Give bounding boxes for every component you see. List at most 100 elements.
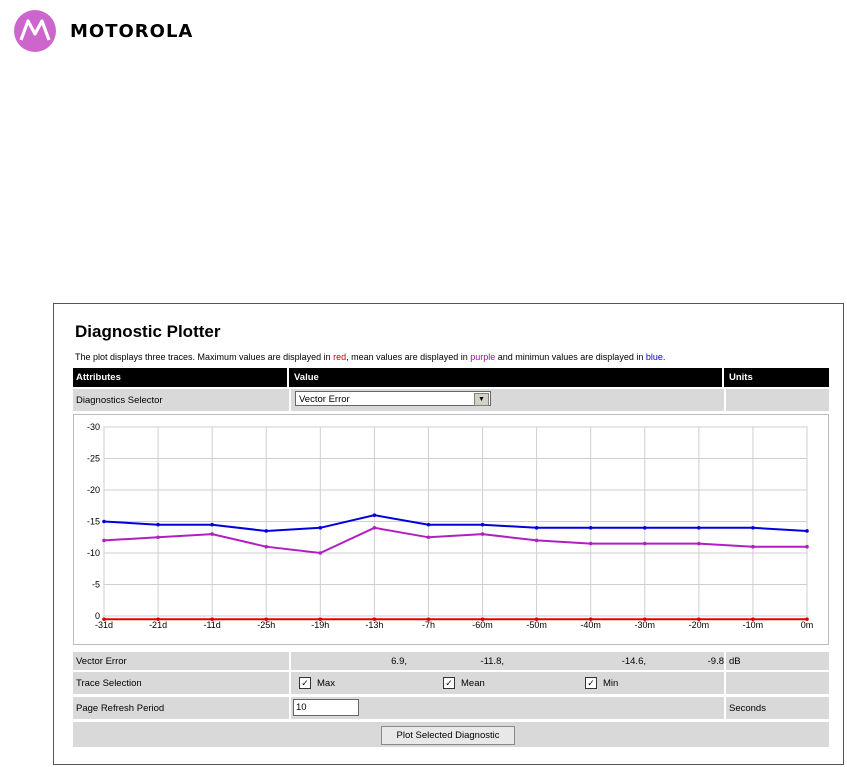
- plot-selected-diagnostic-button[interactable]: Plot Selected Diagnostic: [381, 726, 515, 745]
- diagnostic-plotter-panel: Diagnostic Plotter The plot displays thr…: [53, 303, 844, 765]
- series-point-mean: [642, 541, 647, 546]
- max-color-word: red: [333, 352, 347, 362]
- max-checkbox[interactable]: ✓: [299, 677, 311, 689]
- series-point-mean: [426, 535, 431, 540]
- min-color-word: blue: [645, 352, 663, 362]
- series-point-max: [426, 617, 431, 621]
- series-point-min: [588, 526, 593, 530]
- y-tick-label: -25: [87, 454, 100, 464]
- series-point-mean: [751, 544, 755, 549]
- trace-mean-option[interactable]: ✓ Mean: [443, 677, 485, 689]
- series-point-max: [534, 617, 539, 621]
- series-point-min: [534, 526, 539, 530]
- mean-checkbox[interactable]: ✓: [443, 677, 455, 689]
- series-point-max: [102, 617, 106, 621]
- series-point-mean: [805, 544, 809, 549]
- y-tick-label: -5: [92, 580, 100, 590]
- series-point-mean: [534, 538, 539, 543]
- y-tick-label: -30: [87, 422, 100, 432]
- series-point-mean: [480, 532, 485, 536]
- series-point-max: [805, 617, 809, 621]
- page-title: Diagnostic Plotter: [75, 322, 221, 341]
- motorola-batwing-icon: [14, 10, 56, 52]
- y-tick-label: -15: [87, 517, 100, 527]
- series-point-min: [426, 522, 431, 527]
- refresh-label: Page Refresh Period: [73, 697, 289, 719]
- button-row: Plot Selected Diagnostic: [73, 722, 829, 747]
- x-tick-label: -31d: [95, 620, 113, 630]
- readout-label: Vector Error: [73, 652, 289, 670]
- refresh-period-input[interactable]: 10: [293, 699, 359, 716]
- series-point-max: [642, 617, 647, 621]
- readout-current: 6.9,: [391, 655, 407, 667]
- readout-max: -11.8,: [480, 655, 504, 667]
- series-point-mean: [372, 526, 377, 530]
- series-point-mean: [264, 544, 269, 549]
- series-point-mean: [588, 541, 593, 546]
- refresh-units: Seconds: [726, 697, 829, 719]
- readout-row: Vector Error 6.9, -11.8, -14.6, -9.8 dB: [73, 652, 829, 670]
- readout-mean: -14.6,: [621, 655, 646, 667]
- motorola-logo: MOTOROLA: [14, 10, 193, 52]
- diagnostic-plot: -30 -25 -20 -15 -10 -5 0 -31d -21d -11d -25h -19h -1…: [73, 414, 829, 645]
- x-tick-label: -10m: [743, 620, 764, 630]
- series-point-min: [156, 522, 160, 527]
- series-point-max: [751, 617, 755, 621]
- header-units: Units: [729, 372, 753, 383]
- x-tick-label: -25h: [257, 620, 275, 630]
- brand-name: MOTOROLA: [70, 20, 194, 42]
- x-tick-label: -50m: [526, 620, 547, 630]
- series-point-max: [156, 617, 160, 621]
- series-point-min: [805, 529, 809, 533]
- x-tick-label: -20m: [689, 620, 710, 630]
- series-point-max: [480, 617, 485, 621]
- x-tick-label: -19h: [311, 620, 329, 630]
- diagnostics-selector-dropdown[interactable]: Vector Error ▼: [295, 391, 491, 406]
- series-point-max: [372, 617, 377, 621]
- series-point-max: [697, 617, 701, 621]
- trace-selection-label: Trace Selection: [73, 672, 289, 694]
- y-tick-label: -10: [87, 548, 100, 558]
- readout-min: -9.8: [707, 655, 724, 667]
- series-line-mean: [103, 526, 807, 555]
- dropdown-arrow-icon[interactable]: ▼: [474, 393, 489, 406]
- series-line-min: [103, 514, 808, 533]
- x-tick-label: 0m: [801, 620, 814, 630]
- series-point-min: [751, 526, 755, 530]
- header-attributes: Attributes: [73, 368, 289, 387]
- table-header: Attributes Value Units: [73, 368, 829, 387]
- series-point-mean: [697, 541, 701, 546]
- diagnostics-selector-value: Vector Error: [299, 394, 350, 405]
- series-point-min: [318, 526, 323, 530]
- page-description: The plot displays three traces. Maximum …: [75, 352, 666, 362]
- series-point-max: [264, 617, 269, 621]
- min-checkbox[interactable]: ✓: [585, 677, 597, 689]
- series-point-min: [372, 513, 377, 517]
- series-point-min: [102, 519, 106, 524]
- trace-selection-row: Trace Selection ✓ Max ✓ Mean ✓ Min: [73, 672, 829, 694]
- diagnostics-selector-row: Diagnostics Selector Vector Error ▼: [73, 389, 829, 411]
- x-tick-label: -11d: [203, 620, 220, 630]
- series-point-max: [210, 617, 214, 621]
- series-point-min: [480, 522, 485, 527]
- trace-max-option[interactable]: ✓ Max: [299, 677, 335, 689]
- series-point-mean: [156, 535, 160, 540]
- series-point-min: [264, 529, 269, 533]
- x-tick-label: -21d: [149, 620, 167, 630]
- header-value: Value: [291, 368, 724, 387]
- x-tick-label: -13h: [365, 620, 383, 630]
- series-point-max: [318, 617, 323, 621]
- series-point-max: [588, 617, 593, 621]
- refresh-row: Page Refresh Period 10 Seconds: [73, 697, 829, 719]
- diagnostics-selector-label: Diagnostics Selector: [73, 389, 289, 411]
- trace-min-option[interactable]: ✓ Min: [585, 677, 618, 689]
- x-tick-label: -40m: [580, 620, 601, 630]
- series-point-min: [642, 526, 647, 530]
- readout-units: dB: [726, 652, 829, 670]
- mean-color-word: purple: [470, 352, 496, 362]
- series-point-mean: [318, 551, 323, 555]
- y-tick-label: -20: [87, 485, 100, 495]
- series-point-min: [697, 526, 701, 530]
- series-point-mean: [210, 532, 214, 536]
- series-point-mean: [102, 538, 106, 543]
